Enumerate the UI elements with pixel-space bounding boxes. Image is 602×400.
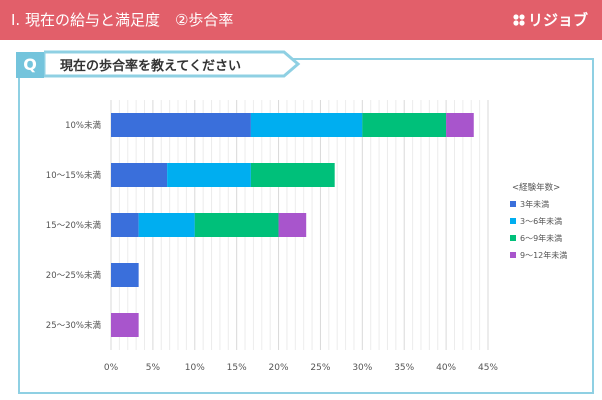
question-text: 現在の歩合率を教えてください <box>60 59 241 74</box>
x-tick-label: 0% <box>104 363 119 373</box>
bar-segment <box>111 163 168 187</box>
x-tick-label: 20% <box>269 363 289 373</box>
x-tick-label: 30% <box>352 363 372 373</box>
bar-segment <box>111 113 251 137</box>
bar-segment <box>138 213 195 237</box>
x-tick-label: 5% <box>146 363 161 373</box>
question-badge: Q <box>16 52 44 78</box>
brand-mark-icon <box>513 14 525 26</box>
legend-swatch <box>510 218 516 224</box>
bar-segment <box>111 263 139 287</box>
x-tick-label: 40% <box>436 363 456 373</box>
category-label: 15～20%未満 <box>46 220 102 231</box>
bar-segment <box>167 163 251 187</box>
brand-name: リジョブ <box>527 11 588 29</box>
legend-label: 6～9年未満 <box>520 233 562 243</box>
x-tick-label: 25% <box>310 363 330 373</box>
x-tick-label: 10% <box>185 363 205 373</box>
x-tick-label: 45% <box>478 363 498 373</box>
category-label: 10～15%未満 <box>46 170 102 181</box>
bar-segment <box>194 213 279 237</box>
header-bar: I. 現在の給与と満足度 ②歩合率 リジョブ <box>0 0 602 40</box>
legend-label: 3年未満 <box>520 199 549 209</box>
bar-segment <box>250 113 363 137</box>
category-label: 10%未満 <box>65 120 101 131</box>
bar-segment <box>278 213 307 237</box>
legend-swatch <box>510 252 516 258</box>
bar-segment <box>250 163 335 187</box>
x-tick-label: 15% <box>227 363 247 373</box>
bar-segment <box>111 313 139 337</box>
category-label: 20～25%未満 <box>46 270 102 281</box>
bar-segment <box>111 213 139 237</box>
category-label: 25～30%未満 <box>46 320 102 331</box>
legend-swatch <box>510 201 516 207</box>
question-banner <box>44 50 301 78</box>
legend-label: 9～12年未満 <box>520 250 567 260</box>
legend-swatch <box>510 235 516 241</box>
legend-title: <経験年数> <box>512 182 560 193</box>
legend-label: 3～6年未満 <box>520 216 562 226</box>
bar-segment <box>446 113 474 137</box>
brand-logo: リジョブ <box>513 9 588 30</box>
x-tick-label: 35% <box>394 363 414 373</box>
bar-segment <box>362 113 447 137</box>
page-title: I. 現在の給与と満足度 ②歩合率 <box>11 11 234 29</box>
